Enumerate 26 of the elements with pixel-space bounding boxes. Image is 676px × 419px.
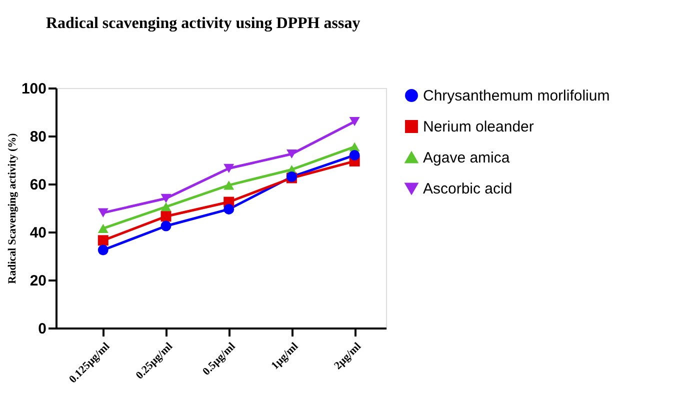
point: [98, 244, 108, 256]
point: [224, 180, 234, 190]
point: [160, 211, 172, 222]
point: [286, 149, 297, 159]
point: [349, 150, 360, 160]
y-tick-label: 80: [30, 128, 46, 146]
legend-label: Ascorbic acid: [423, 180, 512, 198]
legend-label: Agave amica: [423, 150, 510, 166]
y-axis-title: Radical Scavenging activity (%): [6, 132, 18, 284]
point: [160, 220, 172, 232]
legend-label: Nerium oleander: [423, 118, 534, 136]
y-tick-label: 100: [21, 80, 46, 98]
point: [160, 202, 172, 212]
y-tick-label: 60: [30, 176, 46, 194]
y-tick-label: 0: [38, 320, 46, 338]
point: [160, 194, 172, 203]
legend-label: Chrysanthemum morlifolium: [423, 88, 610, 104]
y-tick-label: 40: [30, 224, 46, 242]
point: [224, 204, 234, 214]
point: [349, 117, 360, 126]
point: [98, 235, 108, 246]
point: [98, 208, 108, 218]
point: [98, 224, 108, 233]
point: [224, 164, 234, 173]
chart-title: Radical scavenging activity using DPPH assay: [46, 15, 360, 32]
y-tick-label: 20: [30, 272, 46, 290]
